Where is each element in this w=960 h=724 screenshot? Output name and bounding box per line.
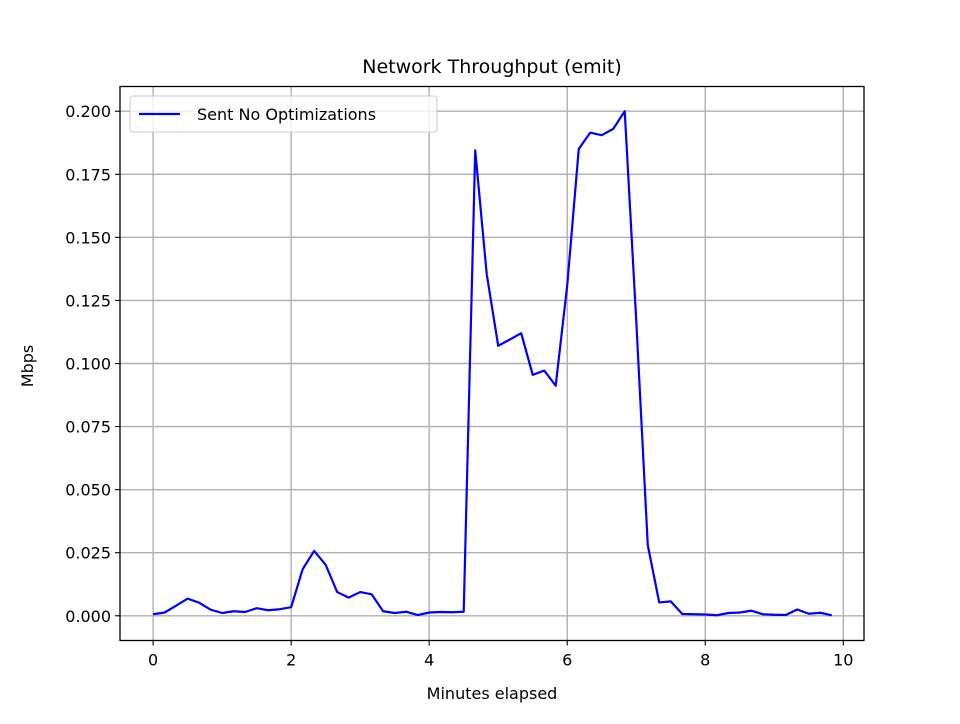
y-axis-label: Mbps [18, 345, 37, 387]
legend-box [129, 95, 438, 133]
x-tick-label: 10 [833, 651, 853, 670]
y-tick-label: 0.025 [65, 544, 111, 563]
legend-label: Sent No Optimizations [197, 105, 376, 124]
x-tick-label: 6 [562, 651, 572, 670]
series-layer [152, 110, 833, 617]
x-tick-label: 4 [424, 651, 434, 670]
x-tick-label: 2 [286, 651, 296, 670]
grid-lines [120, 86, 864, 641]
y-axis: 0.000 0.025 0.050 0.075 0.100 0.125 0.150 0.175… [65, 102, 120, 626]
y-tick-label: 0.125 [65, 291, 111, 310]
y-tick-label: 0.050 [65, 481, 111, 500]
series-line [152, 110, 833, 617]
y-tick-label: 0.100 [65, 355, 111, 374]
x-tick-label: 8 [700, 651, 710, 670]
y-tick-label: 0.175 [65, 165, 111, 184]
y-tick-label: 0.150 [65, 228, 111, 247]
chart-title: Network Throughput (emit) [362, 56, 622, 78]
legend: Sent No Optimizations [129, 95, 438, 133]
x-axis: 0 2 4 6 8 10 [148, 640, 853, 670]
x-axis-label: Minutes elapsed [427, 684, 558, 703]
x-tick-label: 0 [148, 651, 158, 670]
y-tick-label: 0.000 [65, 607, 111, 626]
y-tick-label: 0.200 [65, 102, 111, 121]
y-tick-label: 0.075 [65, 418, 111, 437]
